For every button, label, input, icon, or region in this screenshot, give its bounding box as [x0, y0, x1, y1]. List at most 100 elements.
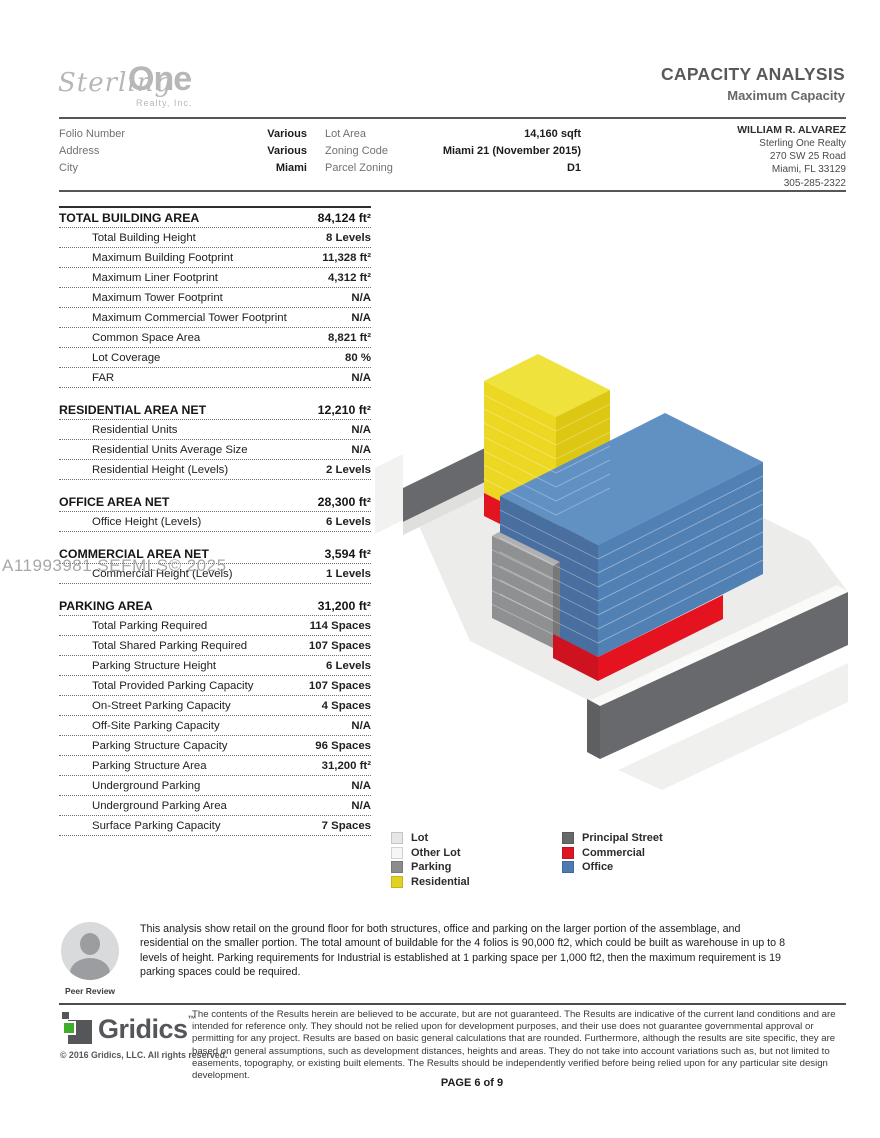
legend-label: Lot	[411, 832, 429, 845]
sterling-one-logo: Sterling One Realty, Inc.	[58, 60, 228, 116]
table-row: Total Building Height 8 Levels	[59, 228, 371, 248]
row-label: Commercial Height (Levels)	[92, 567, 233, 580]
row-label: Total Building Height	[92, 231, 196, 244]
info-value: 14,160 sqft	[524, 128, 581, 140]
row-value: 8 Levels	[326, 231, 371, 244]
legend-label: Principal Street	[582, 832, 663, 845]
parcel-info-col-1: Folio Number Various Address Various City M…	[59, 126, 307, 177]
row-label: Residential Units	[92, 423, 178, 436]
row-label: Parking Structure Capacity	[92, 739, 228, 752]
avatar-person-icon	[70, 958, 110, 980]
page-subtitle: Maximum Capacity	[727, 88, 845, 103]
legend-column-left: Lot Other Lot Parking Residential	[391, 831, 470, 889]
row-value: N/A	[351, 443, 371, 456]
table-row: Office Height (Levels) 6 Levels	[59, 512, 371, 532]
table-section-header: COMMERCIAL AREA NET 3,594 ft²	[59, 544, 371, 564]
row-label: Total Shared Parking Required	[92, 639, 248, 652]
table-section: OFFICE AREA NET 28,300 ft² Office Height (…	[59, 492, 371, 532]
building-level-lines	[483, 394, 764, 644]
row-label: On-Street Parking Capacity	[92, 699, 231, 712]
table-section-header: RESIDENTIAL AREA NET 12,210 ft²	[59, 400, 371, 420]
row-value: 2 Levels	[326, 463, 371, 476]
office-building-right-face	[598, 462, 763, 657]
contact-line: Miami, FL 33129	[771, 164, 846, 176]
trademark-symbol: ™	[187, 1014, 197, 1024]
table-row: Maximum Building Footprint 11,328 ft²	[59, 248, 371, 268]
contact-line: Sterling One Realty	[759, 138, 846, 149]
contact-name: WILLIAM R. ALVAREZ	[737, 124, 846, 136]
legend-label: Parking	[411, 861, 452, 874]
legend-item: Principal Street	[562, 831, 663, 846]
row-value: 4 Spaces	[321, 699, 371, 712]
row-value: 96 Spaces	[315, 739, 371, 752]
other-lot-left-plane	[375, 454, 403, 534]
row-label: Off-Site Parking Capacity	[92, 719, 220, 732]
table-row: FAR N/A	[59, 368, 371, 388]
row-value: 1 Levels	[326, 567, 371, 580]
row-value: 114 Spaces	[309, 619, 371, 632]
table-row: Lot Coverage 80 %	[59, 348, 371, 368]
table-row: Off-Site Parking Capacity N/A	[59, 716, 371, 736]
table-row: Maximum Tower Footprint N/A	[59, 288, 371, 308]
row-label: Total Provided Parking Capacity	[92, 679, 254, 692]
row-label: Lot Coverage	[92, 351, 161, 364]
row-label: Maximum Tower Footprint	[92, 291, 223, 304]
row-label: Parking Structure Height	[92, 659, 217, 672]
row-value: 6 Levels	[326, 659, 371, 672]
info-value: Miami	[275, 162, 307, 174]
info-value: D1	[566, 162, 581, 174]
legend-label: Other Lot	[411, 846, 461, 859]
table-row: Parking Structure Height 6 Levels	[59, 656, 371, 676]
row-label: Underground Parking Area	[92, 799, 227, 812]
gridics-grid-icon	[60, 1012, 94, 1046]
row-value: N/A	[351, 291, 371, 304]
row-value: 7 Spaces	[321, 819, 371, 832]
table-row: Residential Units N/A	[59, 420, 371, 440]
footer-divider	[59, 1003, 846, 1005]
page-number: PAGE 6 of 9	[440, 1077, 504, 1089]
legend-swatch	[391, 876, 403, 889]
table-row: Surface Parking Capacity 7 Spaces	[59, 816, 371, 836]
legend-label: Office	[582, 861, 614, 874]
massing-diagram	[375, 268, 880, 830]
commercial-podium-right-face	[598, 595, 723, 681]
logo-subtext: Realty, Inc.	[136, 98, 193, 108]
sidewalk-strip	[403, 482, 485, 535]
row-value: 4,312 ft²	[327, 271, 371, 284]
table-row: Common Space Area 8,821 ft²	[59, 328, 371, 348]
section-title: TOTAL BUILDING AREA	[59, 210, 200, 225]
table-row: Maximum Liner Footprint 4,312 ft²	[59, 268, 371, 288]
report-title-block: CAPACITY ANALYSIS Maximum Capacity	[661, 64, 845, 103]
legend-item: Office	[562, 860, 663, 875]
info-value: Various	[267, 128, 307, 140]
avatar-person-icon	[80, 933, 100, 955]
principal-street-end-face	[587, 699, 600, 759]
legend-swatch	[391, 846, 403, 859]
table-section-header: OFFICE AREA NET 28,300 ft²	[59, 492, 371, 512]
table-row: Residential Units Average Size N/A	[59, 440, 371, 460]
legend-label: Commercial	[582, 846, 645, 859]
legend-item: Residential	[391, 875, 470, 890]
info-value: Various	[267, 145, 307, 157]
contact-line: 305-285-2322	[783, 177, 846, 189]
page-title: CAPACITY ANALYSIS	[660, 64, 845, 84]
legend-swatch	[391, 861, 403, 874]
table-row: Maximum Commercial Tower Footprint N/A	[59, 308, 371, 328]
logo-bold-text: One	[128, 60, 192, 98]
parcel-info-col-2: Lot Area 14,160 sqft Zoning Code Miami 21 …	[325, 126, 581, 177]
copyright-text: © 2016 Gridics, LLC. All rights reserved…	[60, 1050, 228, 1060]
section-title: RESIDENTIAL AREA NET	[59, 402, 207, 417]
table-row: Commercial Height (Levels) 1 Levels	[59, 564, 371, 584]
row-label: Surface Parking Capacity	[92, 819, 221, 832]
row-label: Residential Height (Levels)	[92, 463, 229, 476]
table-row: Underground Parking Area N/A	[59, 796, 371, 816]
header-divider-top	[59, 117, 846, 119]
table-row: On-Street Parking Capacity 4 Spaces	[59, 696, 371, 716]
section-value: 31,200 ft²	[317, 598, 371, 613]
row-value: 80 %	[345, 351, 371, 364]
legend-item: Lot	[391, 831, 470, 846]
disclaimer-text: The contents of the Results herein are b…	[192, 1009, 836, 1082]
table-row: Underground Parking N/A	[59, 776, 371, 796]
row-value: N/A	[351, 423, 371, 436]
row-label: Maximum Commercial Tower Footprint	[92, 311, 287, 324]
